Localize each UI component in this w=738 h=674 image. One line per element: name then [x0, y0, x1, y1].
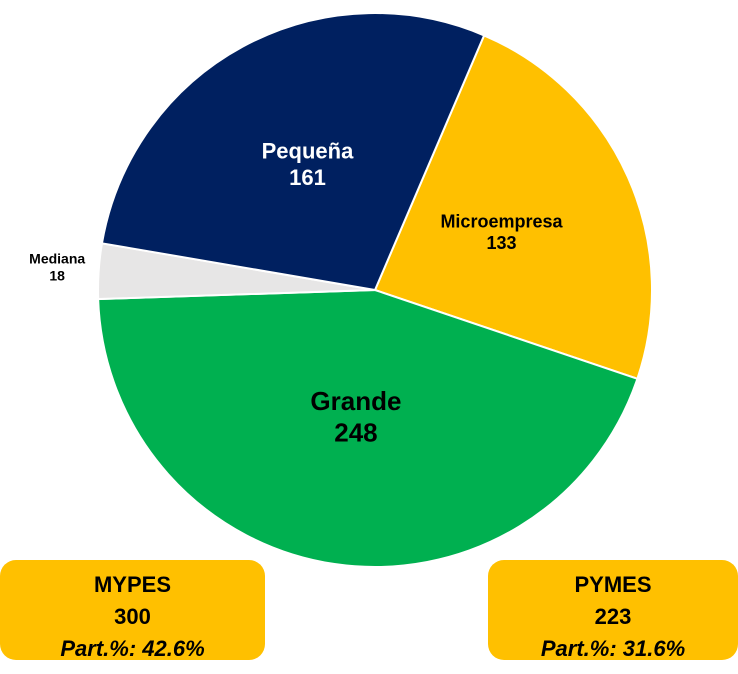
- summary-value: 223: [595, 604, 632, 629]
- slice-value: 248: [334, 417, 377, 447]
- pie-slice: [100, 12, 486, 292]
- summary-title: PYMES: [574, 572, 651, 597]
- slice-label: Grande: [310, 386, 401, 416]
- slice-value: 18: [49, 267, 65, 283]
- summary-share: Part.%: 42.6%: [60, 636, 204, 661]
- summary-box: [488, 560, 738, 660]
- slice-label: Mediana: [29, 251, 85, 267]
- pie-slice: [373, 34, 653, 381]
- summary-share: Part.%: 31.6%: [541, 636, 685, 661]
- summary-box: [0, 560, 265, 660]
- slice-value: 161: [289, 165, 326, 190]
- slice-value: 133: [486, 233, 516, 253]
- summary-value: 300: [114, 604, 151, 629]
- slice-label: Pequeña: [262, 139, 354, 164]
- slice-label: Microempresa: [440, 212, 563, 232]
- summary-title: MYPES: [94, 572, 171, 597]
- pie-slice: [97, 288, 639, 568]
